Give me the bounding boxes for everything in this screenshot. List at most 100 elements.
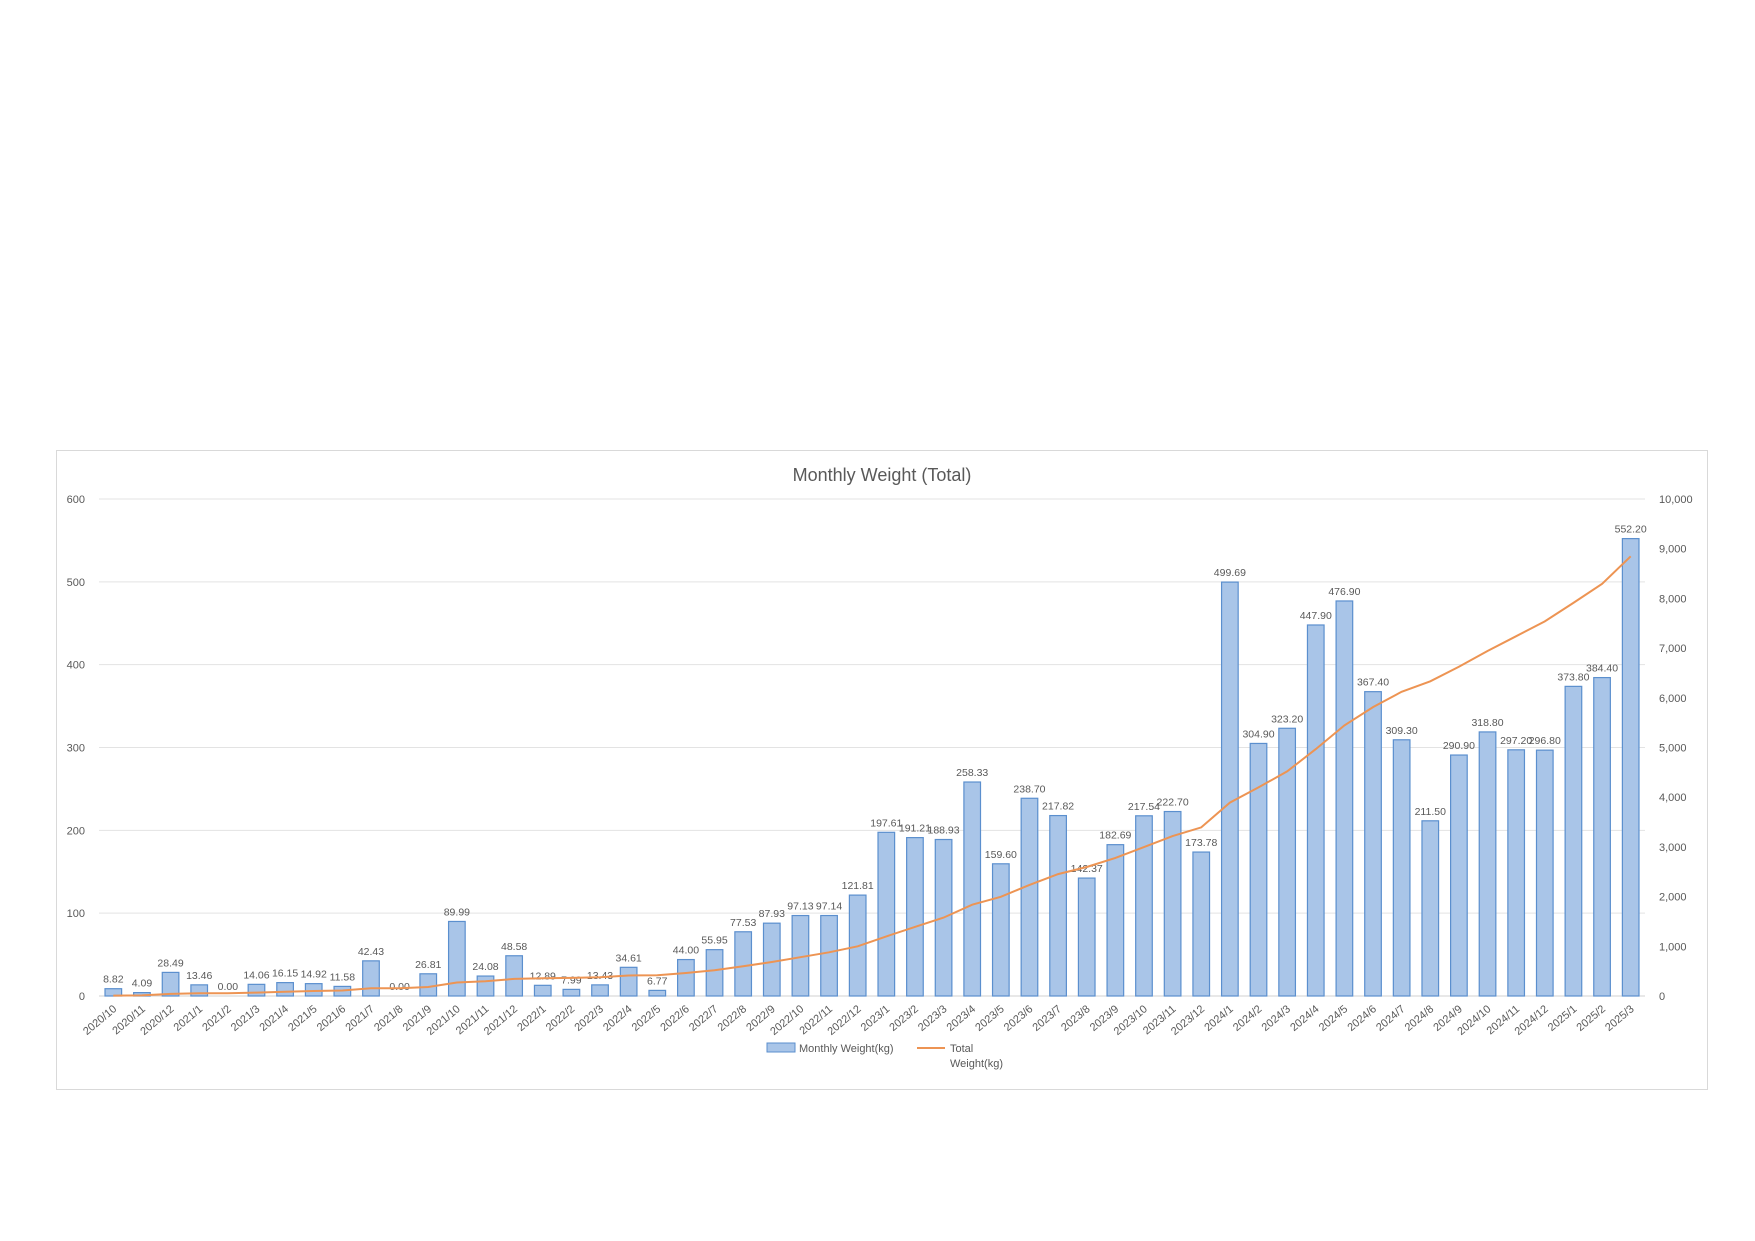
bar bbox=[1535, 749, 1554, 997]
bar bbox=[705, 949, 724, 997]
bar-data-label: 384.40 bbox=[1586, 663, 1618, 675]
y-right-tick-label: 8,000 bbox=[1659, 593, 1687, 605]
bar bbox=[1135, 815, 1153, 997]
bar-data-label: 13.43 bbox=[587, 970, 613, 982]
bar-data-label: 97.13 bbox=[787, 901, 813, 913]
x-tick-label: 2023/1 bbox=[859, 1003, 892, 1034]
total-weight-line bbox=[113, 555, 1632, 997]
bar-data-label: 26.81 bbox=[415, 959, 441, 971]
bar bbox=[1478, 731, 1497, 997]
bar bbox=[591, 984, 609, 997]
x-tick-label: 2022/6 bbox=[658, 1003, 691, 1034]
legend-swatch-monthly bbox=[766, 1042, 796, 1053]
x-tick-label: 2023/7 bbox=[1031, 1003, 1064, 1034]
bar bbox=[1421, 820, 1440, 997]
bar-data-label: 297.20 bbox=[1500, 735, 1532, 747]
y-left-tick-label: 600 bbox=[67, 494, 85, 506]
bar bbox=[1163, 810, 1182, 997]
bar bbox=[562, 988, 581, 997]
x-tick-label: 2025/1 bbox=[1546, 1003, 1579, 1034]
bar bbox=[1335, 600, 1354, 997]
bar bbox=[991, 863, 1010, 997]
x-tick-label: 2024/6 bbox=[1345, 1003, 1378, 1034]
x-tick-label: 2022/1 bbox=[515, 1003, 548, 1034]
bar-data-label: 4.09 bbox=[132, 978, 153, 990]
bar-data-label: 142.37 bbox=[1071, 863, 1103, 875]
bar bbox=[362, 960, 380, 997]
bar-data-label: 258.33 bbox=[956, 767, 988, 779]
x-tick-label: 2021/5 bbox=[286, 1003, 319, 1034]
legend-label-total-line2: Weight(kg) bbox=[950, 1058, 1003, 1070]
bar bbox=[447, 920, 466, 997]
y-right-tick-label: 0 bbox=[1659, 991, 1665, 1003]
bar bbox=[1192, 851, 1211, 997]
bar bbox=[1020, 797, 1039, 997]
bar-data-label: 217.54 bbox=[1128, 801, 1160, 813]
bar bbox=[1249, 742, 1268, 997]
bar bbox=[1593, 676, 1611, 997]
bar-data-label: 42.43 bbox=[358, 946, 384, 958]
bar bbox=[1392, 739, 1411, 997]
bar-data-label: 238.70 bbox=[1013, 783, 1045, 795]
x-tick-label: 2022/7 bbox=[687, 1003, 720, 1034]
bar bbox=[1306, 624, 1325, 997]
bar bbox=[648, 989, 667, 997]
bar-data-label: 13.46 bbox=[186, 970, 212, 982]
bar bbox=[419, 973, 438, 997]
bar-data-label: 217.82 bbox=[1042, 801, 1074, 813]
y-left-tick-label: 400 bbox=[67, 660, 85, 672]
bar bbox=[734, 931, 753, 997]
bar-data-label: 77.53 bbox=[730, 917, 756, 929]
chart-title: Monthly Weight (Total) bbox=[792, 465, 972, 485]
bar-data-label: 14.92 bbox=[301, 969, 327, 981]
bar bbox=[304, 983, 323, 997]
y-left-tick-label: 0 bbox=[79, 991, 85, 1003]
bar bbox=[906, 837, 924, 997]
bar-data-label: 28.49 bbox=[157, 957, 183, 969]
bar-data-label: 191.21 bbox=[899, 823, 931, 835]
bar-data-label: 34.61 bbox=[616, 952, 642, 964]
bar-data-label: 16.15 bbox=[272, 968, 298, 980]
bar bbox=[1049, 814, 1067, 997]
x-tick-label: 2021/7 bbox=[343, 1003, 376, 1034]
bar-data-label: 309.30 bbox=[1386, 725, 1418, 737]
x-tick-label: 2023/2 bbox=[887, 1003, 920, 1034]
x-tick-label: 2021/1 bbox=[172, 1003, 205, 1034]
x-tick-label: 2021/6 bbox=[315, 1003, 348, 1034]
y-right-tick-label: 2,000 bbox=[1659, 892, 1687, 904]
bar bbox=[276, 982, 294, 997]
bar bbox=[1564, 685, 1583, 997]
x-tick-label: 2021/4 bbox=[258, 1003, 291, 1034]
bar-data-label: 552.20 bbox=[1615, 524, 1647, 536]
y-right-tick-label: 9,000 bbox=[1659, 544, 1687, 556]
bar-data-label: 14.06 bbox=[243, 969, 269, 981]
bar-data-label: 0.00 bbox=[218, 981, 239, 993]
bar-data-label: 159.60 bbox=[985, 849, 1017, 861]
y-right-tick-label: 1,000 bbox=[1659, 941, 1687, 953]
x-tick-label: 2024/7 bbox=[1374, 1003, 1407, 1034]
bar-data-label: 188.93 bbox=[928, 825, 960, 837]
bar-data-label: 499.69 bbox=[1214, 567, 1246, 579]
x-tick-label: 2023/4 bbox=[945, 1003, 978, 1034]
bar-data-label: 373.80 bbox=[1557, 671, 1589, 683]
bar bbox=[762, 922, 781, 997]
bar bbox=[820, 914, 838, 997]
bar-data-label: 24.08 bbox=[472, 961, 498, 973]
bar-data-label: 44.00 bbox=[673, 945, 699, 957]
bar bbox=[1106, 844, 1125, 997]
bar-data-label: 55.95 bbox=[701, 935, 727, 947]
y-right-tick-label: 3,000 bbox=[1659, 842, 1687, 854]
x-tick-label: 2021/2 bbox=[200, 1003, 233, 1034]
bar bbox=[877, 831, 896, 997]
bar-data-label: 197.61 bbox=[870, 817, 902, 829]
x-tick-label: 2025/3 bbox=[1603, 1003, 1636, 1034]
bar bbox=[1220, 581, 1239, 997]
bar-data-label: 447.90 bbox=[1300, 610, 1332, 622]
x-tick-label: 2021/8 bbox=[372, 1003, 405, 1034]
bar bbox=[619, 966, 638, 997]
y-left-tick-label: 100 bbox=[67, 908, 85, 920]
bar bbox=[1364, 691, 1382, 997]
bar-data-label: 173.78 bbox=[1185, 837, 1217, 849]
y-right-tick-label: 10,000 bbox=[1659, 494, 1693, 506]
x-tick-label: 2022/3 bbox=[572, 1003, 605, 1034]
